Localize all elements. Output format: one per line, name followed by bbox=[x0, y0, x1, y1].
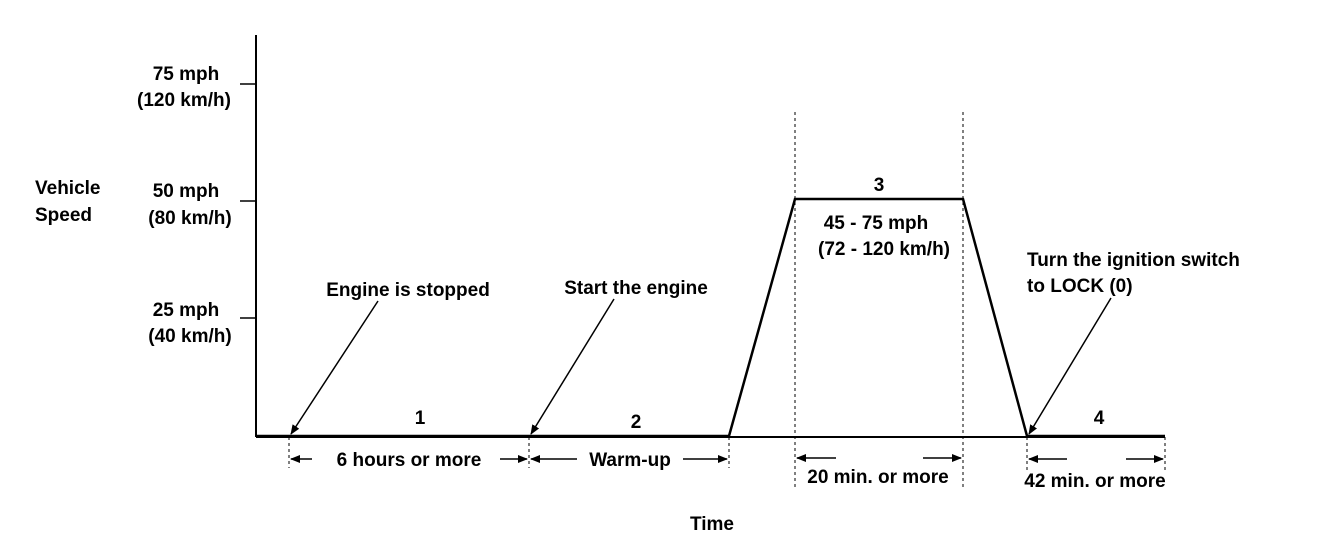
y-tick-label-50-kmh: (80 km/h) bbox=[148, 208, 231, 229]
x-axis-title: Time bbox=[690, 514, 734, 535]
phase-4-number: 4 bbox=[1094, 408, 1105, 429]
phase-4-duration-label: 42 min. or more bbox=[1024, 471, 1166, 492]
y-tick-label-50-mph: 50 mph bbox=[153, 181, 220, 202]
phase-3-range-mph: 45 - 75 mph bbox=[824, 213, 929, 234]
phase-1-number: 1 bbox=[415, 408, 426, 429]
callout-start-engine: Start the engine bbox=[564, 278, 708, 299]
phase-2-number: 2 bbox=[631, 412, 642, 433]
callout-ignition-arrow bbox=[1028, 297, 1112, 435]
phase-1-duration-label: 6 hours or more bbox=[337, 450, 482, 471]
callout-engine-stopped: Engine is stopped bbox=[326, 280, 490, 301]
phase-3-duration-label: 20 min. or more bbox=[807, 467, 949, 488]
phase-separators bbox=[288, 112, 1166, 490]
y-axis-title-line1: Vehicle bbox=[35, 178, 101, 199]
callout-ignition-line1: Turn the ignition switch bbox=[1027, 250, 1240, 271]
phase-3-number: 3 bbox=[874, 175, 885, 196]
y-tick-label-25-mph: 25 mph bbox=[153, 300, 220, 321]
callout-start-engine-arrow bbox=[530, 298, 615, 435]
phase-3-range-kmh: (72 - 120 km/h) bbox=[818, 239, 950, 260]
callout-engine-stopped-arrow bbox=[290, 300, 379, 435]
y-axis-title-line2: Speed bbox=[35, 205, 92, 226]
y-tick-label-75-mph: 75 mph bbox=[153, 64, 220, 85]
callout-ignition-line2: to LOCK (0) bbox=[1027, 276, 1133, 297]
speed-profile-line bbox=[256, 197, 1165, 438]
phase-2-duration-label: Warm-up bbox=[589, 450, 671, 471]
y-tick-label-25-kmh: (40 km/h) bbox=[148, 326, 231, 347]
y-tick-label-75-kmh: (120 km/h) bbox=[137, 90, 231, 111]
